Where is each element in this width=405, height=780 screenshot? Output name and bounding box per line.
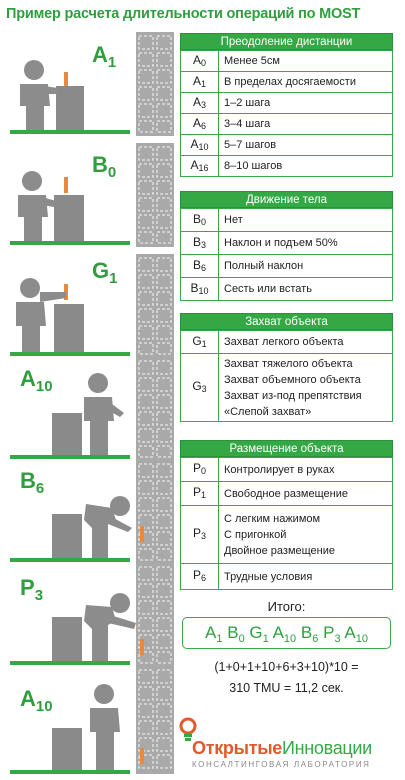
table-row: A1 В пределах досягаемости [180,71,393,93]
figure-code-g1: G1 [92,258,118,287]
table-row: P6 Трудные условия [180,563,393,590]
illustration-a10-walk [0,355,178,463]
illustration-b0 [0,141,178,249]
illustration-b6 [0,458,178,566]
code-table: G1 Захват легкого объекта G3 Захват тяжело… [180,330,393,422]
total-label: Итого: [267,599,306,614]
table-row: B6 Полный наклон [180,254,393,278]
table-row: P1 Свободное размещение [180,481,393,506]
logo-name: ОткрытыеИнновации [192,738,372,758]
table-row: P0 Контролирует в руках [180,457,393,482]
figure-code-a1: A1 [92,42,117,71]
section-distance: Преодоление дистанции A0 Менее 5см A1 В пр… [180,33,393,177]
table-row: A16 8–10 шагов [180,155,393,177]
section-grasp: Захват объекта G1 Захват легкого объекта … [180,313,393,422]
figure-code-b0: B0 [92,152,117,181]
total-sequence: A1 B0 G1 A10 B6 P3 A10 [182,617,391,649]
figure-code-b6: B6 [20,468,45,497]
table-row: B3 Наклон и подъем 50% [180,231,393,255]
figure-code-a10-walk: A10 [20,366,53,395]
table-row: G1 Захват легкого объекта [180,330,393,354]
section-header: Размещение объекта [180,440,393,457]
company-logo: ОткрытыеИнновации КОНСАЛТИНГОВАЯ ЛАБОРАТ… [178,708,405,780]
table-row: B0 Нет [180,208,393,232]
calculation-result: 310 TMU = 11,2 сек. [229,681,344,695]
figure-code-p3: P3 [20,575,44,604]
table-row: A10 5–7 шагов [180,134,393,156]
table-row: A3 1–2 шага [180,92,393,114]
illustration-p3 [0,561,178,669]
table-row: B10 Сесть или встать [180,277,393,301]
figure-code-a10-return: A10 [20,686,53,715]
code-table: B0 Нет B3 Наклон и подъем 50% B6 Полный нак… [180,208,393,301]
section-header: Движение тела [180,191,393,208]
calculation-line: (1+0+1+10+6+3+10)*10 = [214,660,359,674]
page-title: Пример расчета длительности операций по … [6,6,361,22]
table-row: P3 С легким нажимом С пригонкой Двойное р… [180,505,393,564]
illustration-a1 [0,30,178,138]
table-row: A0 Менее 5см [180,50,393,72]
section-header: Преодоление дистанции [180,33,393,50]
table-row: A6 3–4 шага [180,113,393,135]
logo-subtitle: КОНСАЛТИНГОВАЯ ЛАБОРАТОРИЯ [192,760,371,769]
bulb-icon [179,717,197,741]
code-table: A0 Менее 5см A1 В пределах досягаемости A3… [180,50,393,177]
illustration-a10-return [0,664,178,776]
table-row: G3 Захват тяжелого объекта Захват объемно… [180,353,393,422]
code-table: P0 Контролирует в руках P1 Свободное разме… [180,457,393,590]
illustration-g1 [0,252,178,360]
section-placement: Размещение объекта P0 Контролирует в рука… [180,440,393,590]
section-header: Захват объекта [180,313,393,330]
section-body-motion: Движение тела B0 Нет B3 Наклон и подъем 50… [180,191,393,301]
